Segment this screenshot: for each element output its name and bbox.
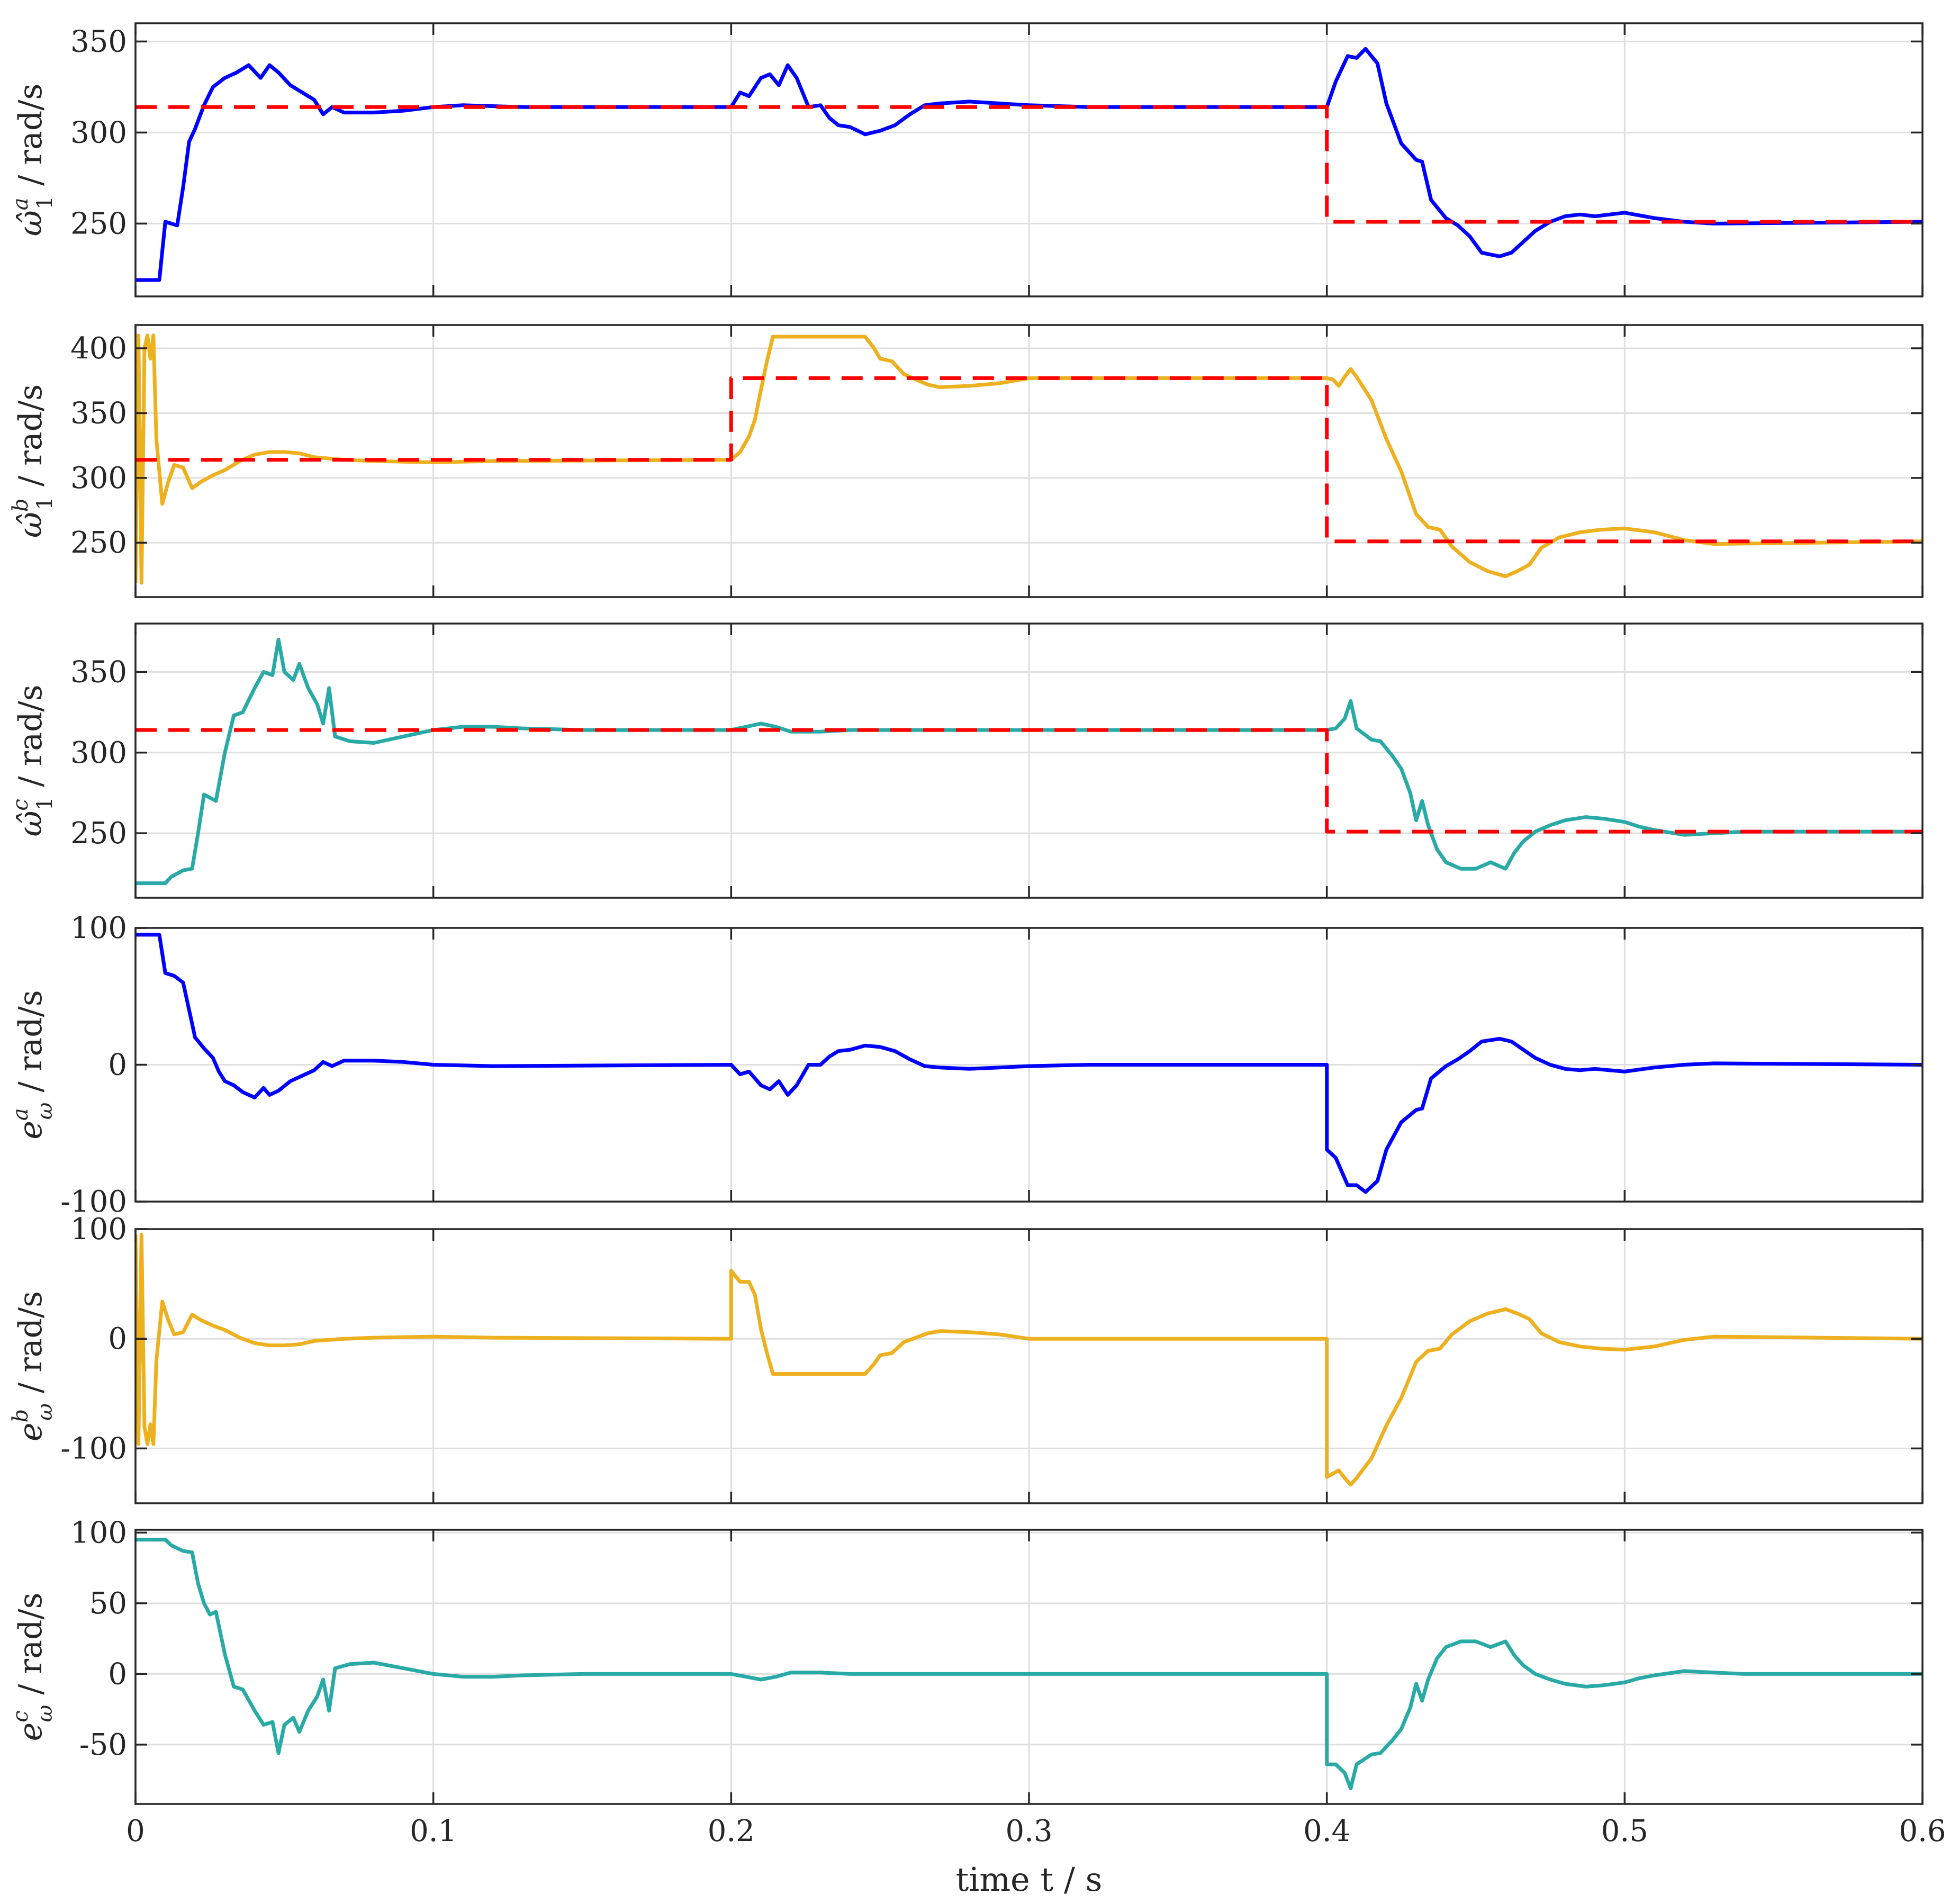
y-axis-label-subscript: 1 — [33, 797, 57, 810]
measured-series-line — [136, 47, 1922, 282]
error-series-line — [136, 1538, 1922, 1791]
panel-1: 250 300 350 ω̂a1 / rad/s — [8, 22, 1924, 297]
error-series-line — [136, 1232, 1922, 1487]
error-series-line — [136, 933, 1922, 1194]
y-tick-label: 0 — [108, 1657, 127, 1691]
y-axis-label-unit: / rad/s — [12, 990, 49, 1102]
y-tick-label: 300 — [70, 461, 127, 495]
x-axis-label-part-1: time t / s — [956, 1860, 1103, 1899]
measured-series-line — [136, 333, 1922, 585]
y-axis-label-symbol: e — [12, 1722, 49, 1741]
y-tick-label: -100 — [60, 1185, 127, 1219]
panel-3: 250 300 350 ω̂c1 / rad/s — [8, 622, 1924, 899]
x-tick-label: 0.2 — [708, 1814, 755, 1848]
y-axis-label: ebω / rad/s — [8, 1291, 57, 1441]
y-axis-label-superscript: a — [8, 197, 33, 210]
y-tick-label: 350 — [70, 396, 127, 430]
y-axis-label-superscript: c — [8, 799, 33, 810]
y-axis-label-unit: / rad/s — [12, 1593, 49, 1705]
y-axis-label: eaω / rad/s — [8, 990, 57, 1139]
y-tick-label: 100 — [70, 1515, 127, 1550]
y-axis-label-symbol: ω̂ — [12, 512, 49, 538]
y-tick-label: 350 — [70, 655, 127, 689]
y-axis-label: ω̂c1 / rad/s — [8, 684, 57, 836]
x-tick-label: 0.5 — [1601, 1814, 1648, 1848]
y-axis-label-unit: / rad/s — [12, 84, 49, 196]
y-tick-label: 0 — [108, 1048, 127, 1082]
y-axis-label-symbol: e — [12, 1121, 49, 1140]
x-tick-label: 0.4 — [1303, 1814, 1350, 1848]
y-axis-label-subscript: ω — [33, 1705, 57, 1722]
x-axis-label: time t / s — [956, 1860, 1103, 1899]
y-axis-label-unit: / rad/s — [12, 384, 49, 497]
y-axis-label: ω̂b1 / rad/s — [8, 384, 57, 538]
y-tick-label: 350 — [70, 24, 127, 59]
x-tick-label: 0.1 — [410, 1814, 457, 1848]
y-axis-label: ω̂a1 / rad/s — [8, 84, 57, 236]
panel-2: 250 300 350 400 ω̂b1 / rad/s — [8, 324, 1924, 598]
panel-5: -100 0 100 ebω / rad/s — [8, 1212, 1924, 1504]
y-axis-label-superscript: a — [8, 1108, 33, 1121]
y-axis-label-unit: / rad/s — [12, 1291, 49, 1403]
panel-4: -100 0 100 eaω / rad/s — [8, 911, 1924, 1219]
y-tick-label: 250 — [70, 206, 127, 241]
y-tick-label: 250 — [70, 816, 127, 851]
y-axis-label-unit: / rad/s — [12, 684, 49, 797]
reference-series-line — [136, 105, 1922, 224]
x-tick-label: 0.3 — [1005, 1814, 1052, 1848]
y-axis-label-symbol: ω̂ — [12, 210, 49, 236]
y-axis-label-symbol: ω̂ — [12, 811, 49, 837]
y-axis-label-subscript: ω — [33, 1403, 57, 1421]
y-tick-label: 0 — [108, 1322, 127, 1356]
measured-series-line — [136, 638, 1922, 886]
y-axis-label-subscript: 1 — [33, 196, 57, 209]
y-axis-label-symbol: e — [12, 1422, 49, 1441]
x-tick-label: 0.6 — [1899, 1814, 1946, 1848]
y-tick-label: -100 — [60, 1431, 127, 1466]
x-tick-label: 0 — [126, 1814, 145, 1848]
panel-6: -50 0 50 100 0 0.1 0.2 0.3 0.4 0.5 0.6 ecω / rad/s — [8, 1515, 1946, 1848]
y-axis-label-subscript: ω — [33, 1103, 57, 1120]
y-tick-label: -50 — [79, 1728, 127, 1762]
y-axis-label: ecω / rad/s — [8, 1593, 57, 1741]
y-axis-label-superscript: c — [8, 1710, 33, 1722]
y-axis-label-subscript: 1 — [33, 497, 57, 510]
y-tick-label: 100 — [70, 911, 127, 945]
y-tick-label: 300 — [70, 736, 127, 770]
reference-series-line — [136, 728, 1922, 834]
y-axis-label-superscript: b — [8, 499, 33, 512]
y-tick-label: 400 — [70, 331, 127, 366]
y-tick-label: 100 — [70, 1212, 127, 1247]
y-tick-label: 250 — [70, 526, 127, 560]
y-axis-label-superscript: b — [8, 1409, 33, 1423]
y-tick-label: 50 — [89, 1586, 127, 1621]
y-tick-label: 300 — [70, 115, 127, 150]
reference-series-line — [136, 376, 1922, 544]
